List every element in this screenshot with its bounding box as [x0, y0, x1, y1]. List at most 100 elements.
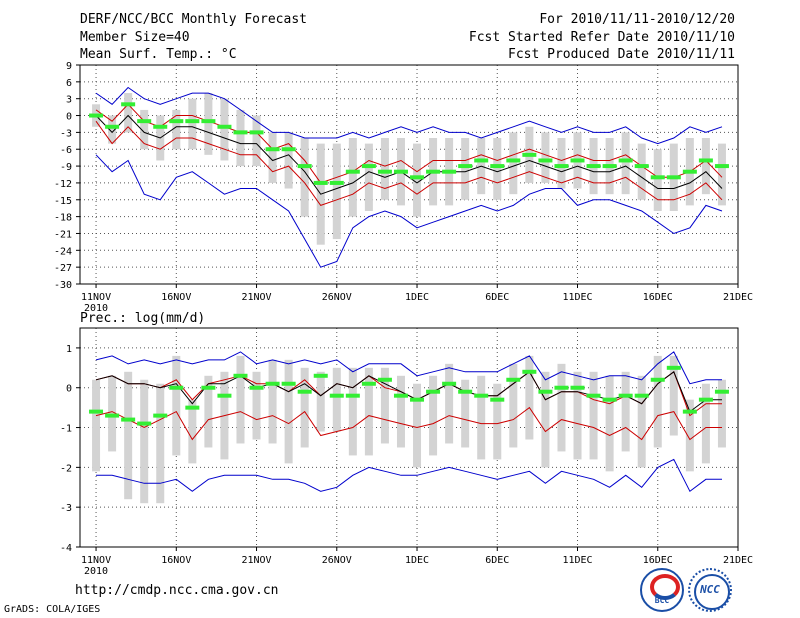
precip-range-bar	[605, 375, 614, 472]
precip-obs-marker	[329, 393, 344, 398]
temp-range-bar	[124, 93, 133, 133]
precip-obs-marker	[682, 409, 697, 414]
precip-line-lower-spread	[95, 406, 722, 441]
precip-range-bar	[461, 379, 470, 448]
temp-obs-marker	[121, 102, 136, 107]
precip-range-bar	[637, 375, 646, 468]
precip-xtick-label: 16DEC	[643, 555, 673, 566]
precip-line-minimum	[96, 458, 722, 493]
precip-obs-marker	[265, 381, 280, 386]
temp-obs-marker	[313, 180, 328, 185]
temp-obs-marker	[506, 158, 521, 163]
precip-range-bar	[332, 367, 341, 432]
temp-range-bar	[621, 132, 630, 195]
precip-obs-marker	[458, 389, 473, 394]
precip-ytick-label: -3	[60, 503, 72, 514]
precip-obs-marker	[602, 397, 617, 402]
precip-range-bar	[380, 367, 389, 444]
precip-range-bar	[493, 383, 502, 460]
temp-ytick-label: -21	[54, 229, 72, 240]
precip-line-maximum	[95, 351, 722, 385]
precip-obs-marker	[217, 393, 232, 398]
precip-range-bar	[525, 355, 534, 440]
precip-range-bar	[348, 367, 357, 456]
precip-obs-marker	[281, 381, 296, 386]
temp-obs-marker	[586, 164, 601, 169]
precip-xtick-label: 16NOV	[161, 555, 191, 566]
temp-obs-marker	[522, 152, 537, 157]
temp-obs-marker	[634, 164, 649, 169]
temp-range-bar	[701, 138, 710, 195]
precip-xtick-label: 6DEC	[485, 555, 509, 566]
temp-obs-marker	[249, 130, 264, 135]
temp-ytick-label: -12	[54, 179, 72, 190]
temp-obs-marker	[410, 175, 425, 180]
ncc-logo: NCC	[688, 568, 732, 612]
precip-ytick-label: 1	[66, 344, 72, 355]
temp-range-bar	[637, 143, 646, 200]
temp-line-lower-spread	[95, 120, 723, 206]
temp-obs-marker	[153, 124, 168, 129]
temp-obs-marker	[185, 119, 200, 124]
temp-ytick-label: 6	[66, 78, 72, 89]
temp-range-bar	[140, 109, 149, 150]
precip-ytick-label: -2	[60, 463, 72, 474]
temp-xtick-label: 11DEC	[562, 292, 592, 303]
temp-obs-marker	[714, 164, 729, 169]
temp-range-bar	[348, 138, 357, 217]
temp-line-ensemble-mean	[95, 114, 723, 195]
temp-range-bar	[509, 132, 518, 195]
temp-range-bar	[557, 138, 566, 189]
precip-obs-marker	[345, 393, 360, 398]
temp-obs-marker	[361, 164, 376, 169]
precip-obs-marker	[201, 385, 216, 390]
precip-line-ensemble-mean	[95, 371, 722, 413]
temp-ytick-label: -18	[54, 213, 72, 224]
precip-range-bar	[557, 363, 566, 452]
temp-xtick-label: 1DEC	[405, 292, 429, 303]
precip-obs-marker	[233, 373, 248, 378]
temp-xtick-label: 16DEC	[643, 292, 673, 303]
precip-range-bar	[541, 371, 550, 468]
temp-range-bar	[413, 143, 422, 217]
precip-obs-marker	[137, 421, 152, 426]
temp-obs-marker	[682, 169, 697, 174]
precip-obs-marker	[522, 369, 537, 374]
precip-obs-marker	[121, 417, 136, 422]
chart-title: DERF/NCC/BCC Monthly Forecast	[80, 12, 307, 27]
forecast-period: For 2010/11/11-2010/12/20	[539, 12, 735, 27]
precip-obs-marker	[313, 373, 328, 378]
temp-range-bar	[252, 115, 261, 167]
precip-range-bar	[268, 359, 277, 444]
temp-panel: 9 6 3 0 -3 -6 -9 -12 -15 -18 -21 -24 -27 -30 11NOV 16NO…	[54, 61, 753, 314]
precip-obs-marker	[490, 397, 505, 402]
precip-obs-marker	[474, 393, 489, 398]
temp-obs-marker	[570, 158, 585, 163]
source-url[interactable]: http://cmdp.ncc.cma.gov.cn	[75, 583, 279, 598]
temp-ytick-label: -6	[60, 145, 72, 156]
temp-ytick-label: 3	[66, 95, 72, 106]
precip-obs-marker	[361, 381, 376, 386]
temp-range-bar	[300, 138, 309, 217]
grads-credit: GrADS: COLA/IGES	[4, 604, 101, 615]
temp-range-bar	[364, 143, 373, 211]
precip-range-bar	[140, 379, 149, 504]
temp-ytick-label: -27	[54, 263, 72, 274]
precip-obs-marker	[185, 405, 200, 410]
temp-xtick-label: 6DEC	[485, 292, 509, 303]
precip-range-bar	[653, 355, 662, 448]
temp-obs-marker	[281, 147, 296, 152]
precip-obs-marker	[442, 381, 457, 386]
temp-range-bar	[284, 132, 293, 189]
precip-range-bar	[396, 375, 405, 448]
temp-obs-marker	[201, 119, 216, 124]
temp-obs-marker	[666, 175, 681, 180]
precip-panel: 1 0 -1 -2 -3 -4 11NOV 16NOV 21NOV 26NOV 1DEC 6DEC 11…	[60, 327, 753, 577]
precip-xtick-label: 21DEC	[723, 555, 753, 566]
precip-xtick-label: 11NOV	[81, 555, 111, 566]
temp-obs-marker	[474, 158, 489, 163]
precip-obs-marker	[586, 393, 601, 398]
precip-obs-marker	[506, 377, 521, 382]
variable-label: Mean Surf. Temp.: °C	[80, 47, 237, 62]
